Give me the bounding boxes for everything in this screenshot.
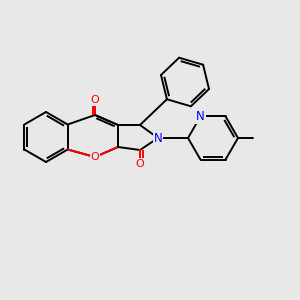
Text: O: O: [91, 152, 99, 162]
Text: N: N: [196, 110, 205, 123]
Text: O: O: [91, 95, 99, 105]
Text: N: N: [154, 131, 162, 145]
Text: O: O: [136, 159, 144, 169]
